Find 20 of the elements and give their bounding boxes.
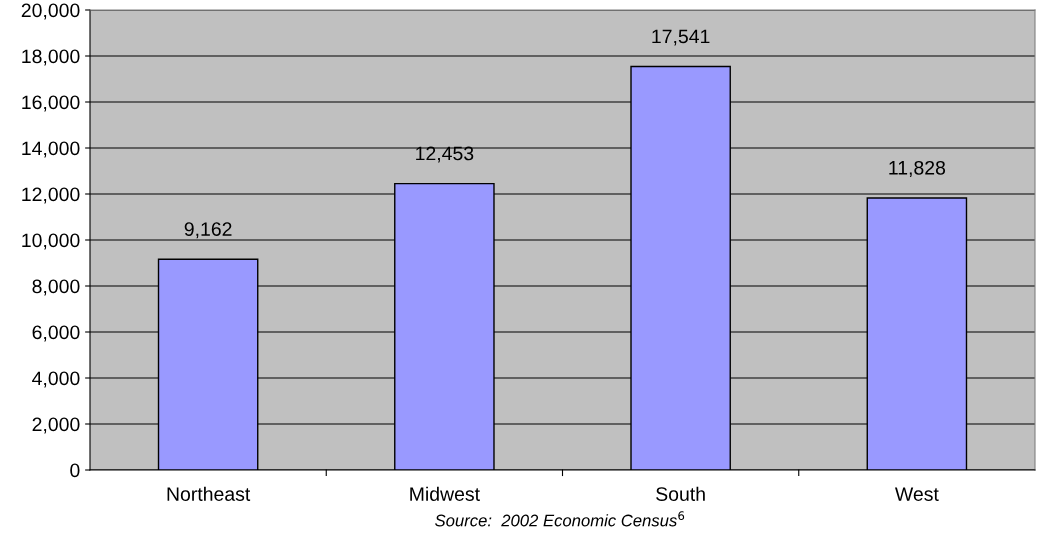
y-tick-label: 16,000 xyxy=(22,95,80,112)
x-tick-label: South xyxy=(656,486,705,501)
y-tick-label: 4,000 xyxy=(32,371,80,388)
data-label: 9,162 xyxy=(184,222,232,239)
y-tick-label: 14,000 xyxy=(22,141,80,158)
y-tick-label: 0 xyxy=(70,463,80,478)
y-tick-label: 12,000 xyxy=(22,187,80,204)
y-tick-label: 10,000 xyxy=(22,233,80,250)
data-label: 11,828 xyxy=(889,160,946,177)
y-tick-label: 6,000 xyxy=(32,325,80,342)
x-tick-label: Midwest xyxy=(410,486,480,501)
y-tick-label: 2,000 xyxy=(32,417,80,434)
data-label: 17,541 xyxy=(652,29,710,46)
x-tick-label: Northeast xyxy=(167,486,251,501)
y-tick-label: 8,000 xyxy=(32,279,80,296)
x-tick-label: West xyxy=(894,487,939,501)
y-tick-label: 20,000 xyxy=(21,3,80,20)
data-label: 12,453 xyxy=(416,146,474,163)
source-note: Source: 2002 Economic Census$^{6}$ xyxy=(435,511,685,527)
y-tick-label: 18,000 xyxy=(22,49,80,66)
